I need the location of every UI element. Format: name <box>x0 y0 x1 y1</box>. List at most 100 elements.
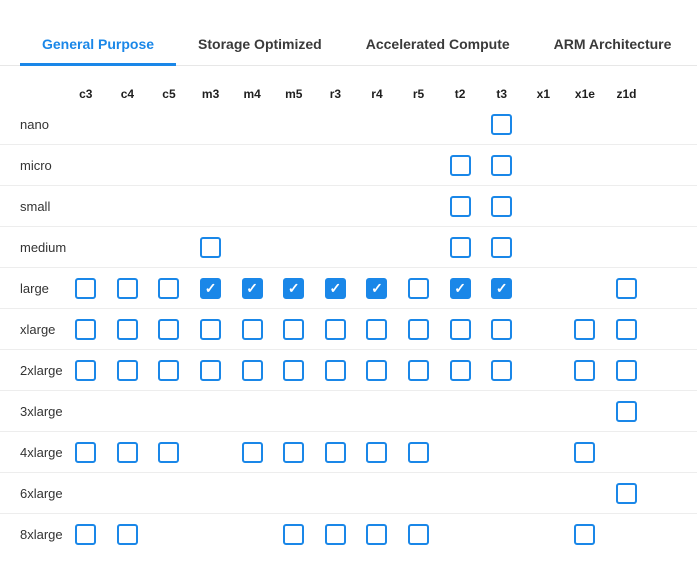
checkbox-r4-large[interactable]: ✓ <box>366 277 388 299</box>
checkbox-c5-4xlarge[interactable] <box>158 441 180 463</box>
cell-t2-large: ✓ <box>439 268 481 308</box>
checkbox-t3-nano[interactable] <box>491 113 513 135</box>
checkbox-x1e-4xlarge[interactable] <box>574 441 596 463</box>
checkbox-c4-4xlarge[interactable] <box>116 441 138 463</box>
checkmark-icon: ✓ <box>371 280 383 296</box>
cell-x1-nano <box>523 104 565 144</box>
checkbox-t3-xlarge[interactable] <box>491 318 513 340</box>
checkbox-t2-2xlarge[interactable] <box>449 359 471 381</box>
tab-general-purpose[interactable]: General Purpose <box>20 27 177 66</box>
tab-accelerated-compute[interactable]: Accelerated Compute <box>365 36 510 52</box>
checkbox-c3-8xlarge[interactable] <box>75 524 97 545</box>
cell-t3-micro <box>481 145 523 185</box>
checkbox-m3-large[interactable]: ✓ <box>200 277 222 299</box>
checkbox-z1d-xlarge[interactable] <box>616 318 638 340</box>
tab-storage-optimized[interactable]: Storage Optimized <box>198 36 322 52</box>
checkbox-t2-small[interactable] <box>449 195 471 217</box>
cell-t3-medium <box>481 227 523 267</box>
cell-t3-2xlarge <box>481 350 523 390</box>
checkbox-z1d-6xlarge[interactable] <box>616 482 638 504</box>
checkbox-t2-micro[interactable] <box>449 154 471 176</box>
cell-x1-6xlarge <box>523 473 565 513</box>
checkbox-z1d-2xlarge[interactable] <box>616 359 638 381</box>
checkbox-r5-8xlarge[interactable] <box>408 524 430 545</box>
checkbox-r3-4xlarge[interactable] <box>324 441 346 463</box>
checkbox-t3-micro[interactable] <box>491 154 513 176</box>
checkbox-m3-2xlarge[interactable] <box>200 359 222 381</box>
cell-r5-large <box>398 268 440 308</box>
checkbox-r4-8xlarge[interactable] <box>366 524 388 545</box>
checkbox-m5-xlarge[interactable] <box>283 318 305 340</box>
cell-c3-nano <box>65 104 107 144</box>
checkbox-r5-2xlarge[interactable] <box>408 359 430 381</box>
checkbox-t3-2xlarge[interactable] <box>491 359 513 381</box>
checkbox-r4-4xlarge[interactable] <box>366 441 388 463</box>
checkbox-t2-large[interactable]: ✓ <box>449 277 471 299</box>
checkbox-r5-4xlarge[interactable] <box>408 441 430 463</box>
checkbox-m5-8xlarge[interactable] <box>283 524 305 545</box>
cell-t3-nano <box>481 104 523 144</box>
checkbox-c3-large[interactable] <box>75 277 97 299</box>
checkbox-c4-2xlarge[interactable] <box>116 359 138 381</box>
checkbox-c4-xlarge[interactable] <box>116 318 138 340</box>
cell-c5-large <box>148 268 190 308</box>
row-micro: micro <box>0 145 697 186</box>
checkbox-r5-xlarge[interactable] <box>408 318 430 340</box>
checkbox-c4-8xlarge[interactable] <box>116 524 138 545</box>
cell-t2-small <box>439 186 481 226</box>
checkbox-r4-xlarge[interactable] <box>366 318 388 340</box>
cell-c3-3xlarge <box>65 391 107 431</box>
checkbox-c3-2xlarge[interactable] <box>75 359 97 381</box>
checkbox-x1e-8xlarge[interactable] <box>574 524 596 545</box>
cell-m3-8xlarge <box>190 514 232 555</box>
cell-x1-3xlarge <box>523 391 565 431</box>
cell-c5-2xlarge <box>148 350 190 390</box>
checkbox-r3-xlarge[interactable] <box>324 318 346 340</box>
checkbox-c3-xlarge[interactable] <box>75 318 97 340</box>
cell-c3-large <box>65 268 107 308</box>
checkbox-c5-large[interactable] <box>158 277 180 299</box>
checkbox-t3-large[interactable]: ✓ <box>491 277 513 299</box>
cell-r4-2xlarge <box>356 350 398 390</box>
cell-m5-4xlarge <box>273 432 315 472</box>
checkbox-m5-4xlarge[interactable] <box>283 441 305 463</box>
checkbox-z1d-large[interactable] <box>616 277 638 299</box>
checkbox-c5-2xlarge[interactable] <box>158 359 180 381</box>
checkbox-t2-medium[interactable] <box>449 236 471 258</box>
checkbox-m3-medium[interactable] <box>200 236 222 258</box>
checkbox-r4-2xlarge[interactable] <box>366 359 388 381</box>
cell-m5-2xlarge <box>273 350 315 390</box>
checkbox-x1e-xlarge[interactable] <box>574 318 596 340</box>
checkmark-icon: ✓ <box>454 280 466 296</box>
cell-m4-micro <box>231 145 273 185</box>
checkbox-m5-2xlarge[interactable] <box>283 359 305 381</box>
checkbox-m4-large[interactable]: ✓ <box>241 277 263 299</box>
checkbox-x1e-2xlarge[interactable] <box>574 359 596 381</box>
checkbox-c4-large[interactable] <box>116 277 138 299</box>
checkbox-z1d-3xlarge[interactable] <box>616 400 638 422</box>
checkbox-r3-large[interactable]: ✓ <box>324 277 346 299</box>
checkbox-t2-xlarge[interactable] <box>449 318 471 340</box>
cell-c3-micro <box>65 145 107 185</box>
cell-z1d-small <box>606 186 648 226</box>
checkbox-m5-large[interactable]: ✓ <box>283 277 305 299</box>
checkbox-m4-2xlarge[interactable] <box>241 359 263 381</box>
column-header-r4: r4 <box>371 87 383 101</box>
checkbox-c5-xlarge[interactable] <box>158 318 180 340</box>
checkbox-r3-8xlarge[interactable] <box>324 524 346 545</box>
instance-size-matrix: c3 c4 c5 m3 m4 m5 r3 r4 r5 t2 t3 x1 x1e z1d nano micro… <box>0 66 697 555</box>
checkbox-m4-4xlarge[interactable] <box>241 441 263 463</box>
checkbox-m3-xlarge[interactable] <box>200 318 222 340</box>
checkbox-t3-medium[interactable] <box>491 236 513 258</box>
cell-x1e-large <box>564 268 606 308</box>
cell-m3-medium <box>190 227 232 267</box>
checkbox-t3-small[interactable] <box>491 195 513 217</box>
checkbox-r5-large[interactable] <box>408 277 430 299</box>
cell-r5-2xlarge <box>398 350 440 390</box>
checkbox-m4-xlarge[interactable] <box>241 318 263 340</box>
tab-arm-architecture[interactable]: ARM Architecture <box>553 36 672 52</box>
checkbox-r3-2xlarge[interactable] <box>324 359 346 381</box>
cell-m4-3xlarge <box>231 391 273 431</box>
checkbox-c3-4xlarge[interactable] <box>75 441 97 463</box>
cell-x1e-6xlarge <box>564 473 606 513</box>
